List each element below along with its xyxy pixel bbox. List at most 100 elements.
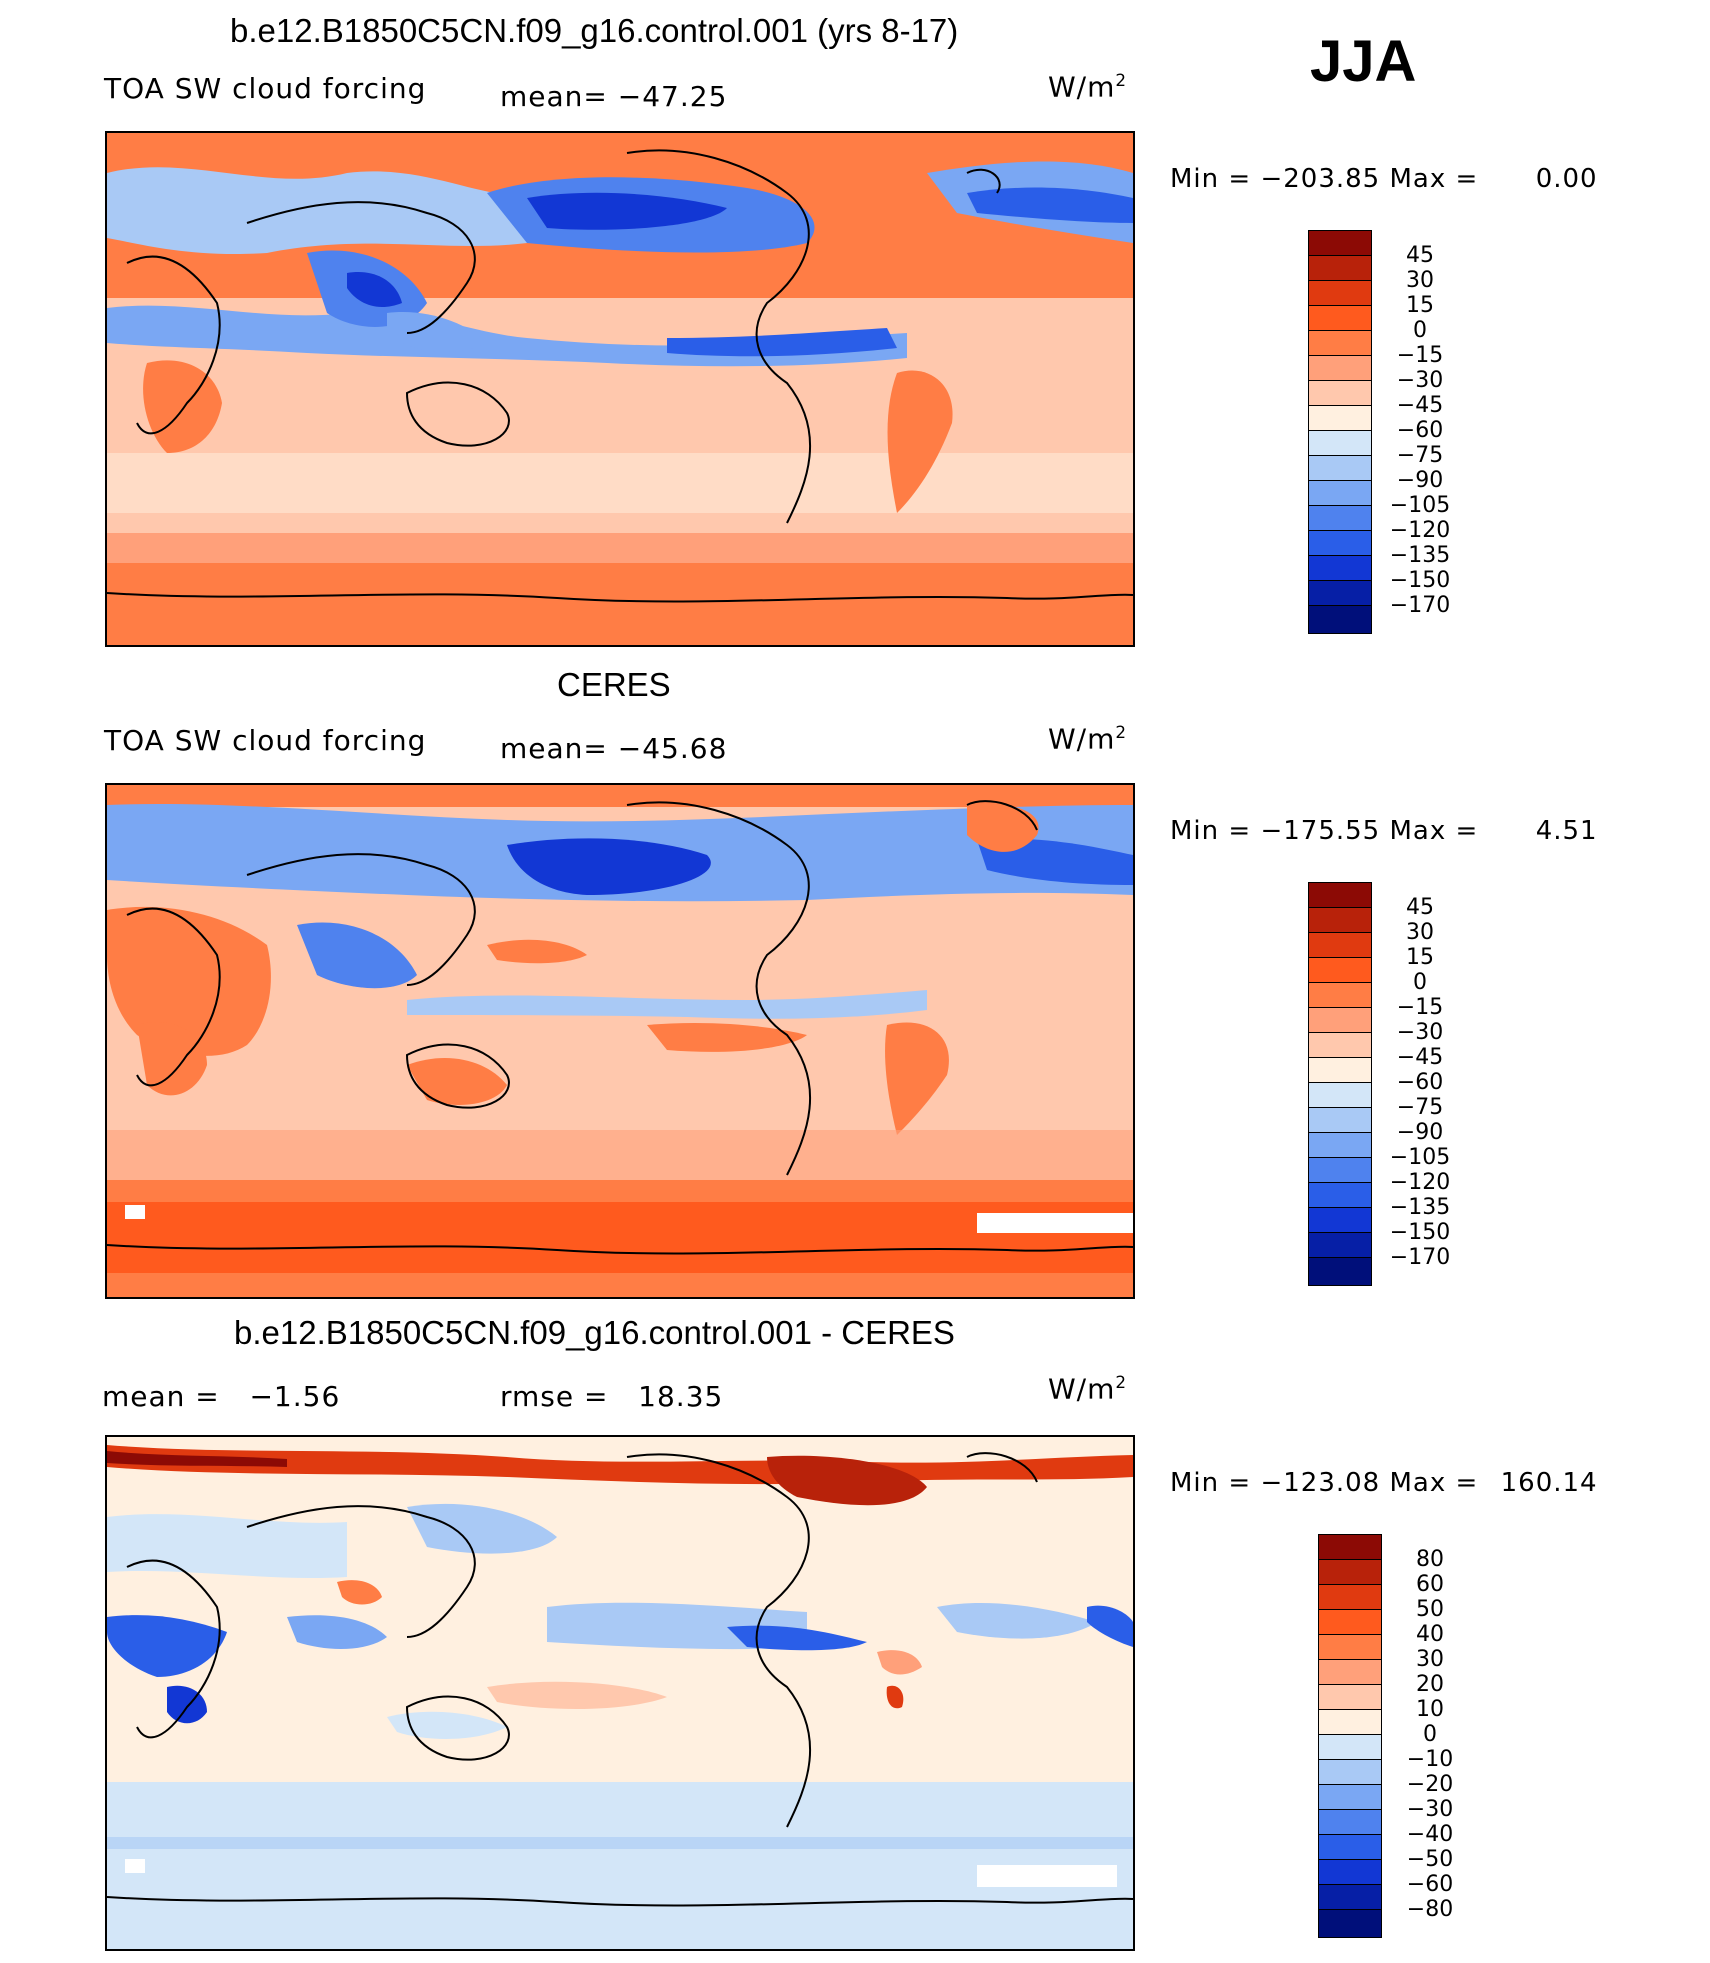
- colorbar-cell: [1319, 1560, 1381, 1585]
- colorbar-cell: [1309, 281, 1371, 306]
- colorbar-cell: [1309, 356, 1371, 381]
- colorbar-cell: [1309, 1258, 1371, 1285]
- colorbar-cell: [1319, 1835, 1381, 1860]
- colorbar-label: 30: [1416, 1647, 1444, 1672]
- colorbar-label: 60: [1416, 1572, 1444, 1597]
- colorbar-cell: [1319, 1885, 1381, 1910]
- colorbar-label: −105: [1389, 493, 1451, 518]
- panel-model-title: b.e12.B1850C5CN.f09_g16.control.001 (yrs…: [230, 12, 959, 49]
- panel-obs-title: CERES: [557, 666, 671, 703]
- colorbar-label: 50: [1416, 1597, 1444, 1622]
- colorbar-label: −90: [1396, 468, 1444, 493]
- colorbar-cell: [1309, 481, 1371, 506]
- colorbar-cell: [1309, 1133, 1371, 1158]
- panel-obs-colorbar: [1308, 882, 1372, 1286]
- colorbar-cell: [1309, 381, 1371, 406]
- colorbar-label: −75: [1396, 1095, 1444, 1120]
- colorbar-cell: [1309, 1033, 1371, 1058]
- colorbar-label: 15: [1406, 945, 1434, 970]
- colorbar-label: 15: [1406, 293, 1434, 318]
- panel-model-mean-label: mean= −47.25: [500, 80, 728, 113]
- colorbar-label: 40: [1416, 1622, 1444, 1647]
- colorbar-cell: [1319, 1760, 1381, 1785]
- colorbar-cell: [1309, 1183, 1371, 1208]
- colorbar-cell: [1309, 581, 1371, 606]
- panel-model-colorbar: [1308, 230, 1372, 634]
- colorbar-label: −150: [1389, 568, 1451, 593]
- colorbar-label: −150: [1389, 1220, 1451, 1245]
- colorbar-cell: [1309, 883, 1371, 908]
- colorbar-cell: [1319, 1635, 1381, 1660]
- colorbar-label: −120: [1389, 1170, 1451, 1195]
- panel-diff-title: b.e12.B1850C5CN.f09_g16.control.001 - CE…: [234, 1314, 955, 1351]
- colorbar-label: −50: [1406, 1847, 1454, 1872]
- colorbar-cell: [1309, 331, 1371, 356]
- colorbar-label: −75: [1396, 443, 1444, 468]
- colorbar-label: −20: [1406, 1772, 1454, 1797]
- colorbar-cell: [1309, 1208, 1371, 1233]
- panel-obs-mean-label: mean= −45.68: [500, 732, 728, 765]
- colorbar-label: −30: [1406, 1797, 1454, 1822]
- colorbar-cell: [1309, 1233, 1371, 1258]
- panel-diff-units: W/m2: [1048, 1372, 1128, 1406]
- colorbar-label: −30: [1396, 368, 1444, 393]
- colorbar-cell: [1309, 506, 1371, 531]
- colorbar-label: −170: [1389, 593, 1451, 618]
- colorbar-label: 0: [1413, 970, 1427, 995]
- colorbar-label: −60: [1406, 1872, 1454, 1897]
- colorbar-label: 10: [1416, 1697, 1444, 1722]
- colorbar-label: 45: [1406, 243, 1434, 268]
- colorbar-label: −120: [1389, 518, 1451, 543]
- colorbar-label: −30: [1396, 1020, 1444, 1045]
- panel-obs-minmax: Min = −175.55 Max = 4.51: [1170, 816, 1598, 846]
- colorbar-cell: [1309, 983, 1371, 1008]
- colorbar-label: 0: [1413, 318, 1427, 343]
- panel-model-variable-label: TOA SW cloud forcing: [104, 72, 427, 105]
- colorbar-cell: [1309, 933, 1371, 958]
- panel-model-map: [105, 131, 1135, 647]
- colorbar-label: −135: [1389, 543, 1451, 568]
- colorbar-cell: [1309, 1008, 1371, 1033]
- colorbar-label: 45: [1406, 895, 1434, 920]
- panel-diff-minmax: Min = −123.08 Max = 160.14: [1170, 1468, 1598, 1498]
- colorbar-cell: [1309, 958, 1371, 983]
- colorbar-label: −80: [1406, 1897, 1454, 1922]
- panel-diff-mean-label: mean = −1.56: [102, 1380, 341, 1413]
- panel-diff-rmse-label: rmse = 18.35: [500, 1380, 724, 1413]
- colorbar-cell: [1309, 1083, 1371, 1108]
- colorbar-cell: [1309, 908, 1371, 933]
- panel-diff-map-svg: [107, 1437, 1133, 1949]
- panel-obs-variable-label: TOA SW cloud forcing: [104, 724, 427, 757]
- colorbar-label: −135: [1389, 1195, 1451, 1220]
- colorbar-cell: [1309, 231, 1371, 256]
- colorbar-label: −15: [1396, 343, 1444, 368]
- colorbar-cell: [1319, 1660, 1381, 1685]
- colorbar-label: −10: [1406, 1747, 1454, 1772]
- colorbar-cell: [1319, 1710, 1381, 1735]
- colorbar-cell: [1309, 556, 1371, 581]
- colorbar-cell: [1309, 456, 1371, 481]
- colorbar-cell: [1309, 1108, 1371, 1133]
- panel-model-units: W/m2: [1048, 70, 1128, 104]
- colorbar-label: −15: [1396, 995, 1444, 1020]
- colorbar-label: 30: [1406, 268, 1434, 293]
- panel-obs-map-svg: [107, 785, 1133, 1297]
- colorbar-label: 20: [1416, 1672, 1444, 1697]
- panel-diff-map: [105, 1435, 1135, 1951]
- colorbar-cell: [1319, 1735, 1381, 1760]
- season-label: JJA: [1310, 29, 1417, 94]
- colorbar-label: −40: [1406, 1822, 1454, 1847]
- colorbar-label: 30: [1406, 920, 1434, 945]
- colorbar-label: −60: [1396, 1070, 1444, 1095]
- colorbar-cell: [1309, 431, 1371, 456]
- colorbar-label: −90: [1396, 1120, 1444, 1145]
- colorbar-cell: [1319, 1860, 1381, 1885]
- colorbar-cell: [1309, 406, 1371, 431]
- panel-obs-map: [105, 783, 1135, 1299]
- colorbar-cell: [1309, 606, 1371, 633]
- colorbar-cell: [1319, 1910, 1381, 1937]
- colorbar-label: −105: [1389, 1145, 1451, 1170]
- colorbar-label: −60: [1396, 418, 1444, 443]
- colorbar-cell: [1309, 256, 1371, 281]
- colorbar-cell: [1319, 1810, 1381, 1835]
